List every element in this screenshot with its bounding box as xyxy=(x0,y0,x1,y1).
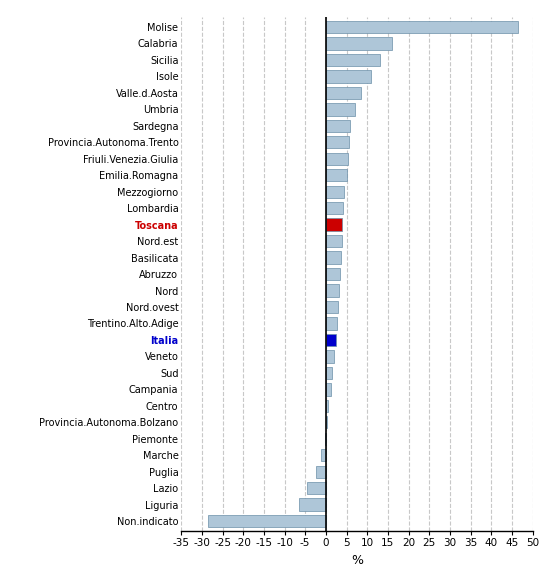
Bar xyxy=(326,152,348,165)
Bar xyxy=(326,136,349,148)
X-axis label: %: % xyxy=(351,553,363,566)
Bar xyxy=(326,37,392,50)
Bar xyxy=(299,498,326,511)
Bar xyxy=(326,169,346,182)
Bar xyxy=(326,103,355,115)
Bar xyxy=(326,334,336,346)
Bar xyxy=(307,482,326,494)
Bar xyxy=(326,186,344,198)
Bar xyxy=(326,317,338,329)
Bar xyxy=(326,120,350,132)
Bar xyxy=(326,301,338,313)
Bar xyxy=(326,219,343,231)
Bar xyxy=(326,235,341,247)
Bar xyxy=(326,21,518,33)
Bar xyxy=(316,465,326,478)
Bar xyxy=(326,367,332,379)
Bar xyxy=(326,350,334,363)
Bar xyxy=(208,515,326,528)
Bar xyxy=(326,284,339,297)
Bar xyxy=(326,400,328,412)
Bar xyxy=(326,54,379,66)
Bar xyxy=(326,202,343,214)
Bar xyxy=(326,70,371,83)
Bar xyxy=(321,449,326,461)
Bar xyxy=(326,268,340,280)
Bar xyxy=(326,416,327,428)
Bar xyxy=(326,383,331,396)
Bar xyxy=(326,251,341,264)
Bar xyxy=(326,87,361,99)
Bar xyxy=(324,433,326,445)
